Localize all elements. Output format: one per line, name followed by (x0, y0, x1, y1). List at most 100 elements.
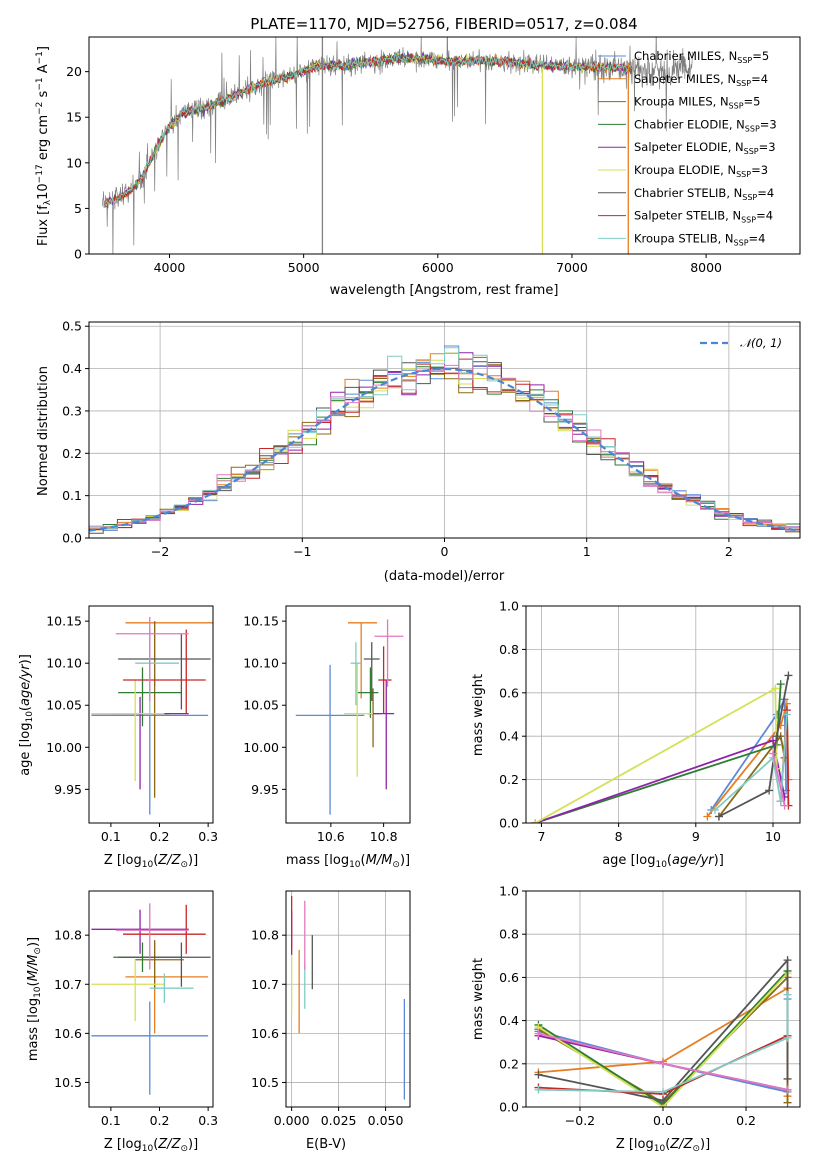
label-part: ( (18, 706, 33, 711)
label-part: 10 (33, 986, 43, 998)
x-tick-label: −1 (293, 544, 311, 559)
x-tick-label: 0.025 (321, 1113, 357, 1128)
label-part: ⊙ (692, 1144, 700, 1154)
axes-frame (88, 890, 214, 1108)
x-tick-label: 8000 (690, 260, 722, 275)
mass-vs-ebv-panel: 0.000 0.025 0.050 10.5 10.6 10.7 10.8 E(B-V) (251, 890, 411, 1152)
label-part: ⊙ (180, 1144, 188, 1154)
weight-marker-kroupa-stelib (782, 710, 791, 719)
y-tick-label: 10.5 (54, 1075, 82, 1090)
legend-name: Kroupa MILES, N (634, 95, 729, 109)
y-tick-label: 0.1 (62, 488, 82, 503)
model-line-kroupa-stelib (104, 54, 633, 207)
weight-line-chabrier-stelib (718, 675, 790, 818)
y-tick-label: 0.4 (62, 361, 82, 376)
y-tick-label: 10.8 (251, 928, 279, 943)
label-part: )] (18, 654, 33, 664)
legend-sub: SSP (742, 193, 757, 202)
spectrum-title: PLATE=1170, MJD=52756, FIBERID=0517, z=0… (250, 15, 637, 33)
label-part: M/M (26, 955, 41, 982)
axes-frame (285, 605, 411, 824)
normal-curve-line (89, 367, 800, 532)
mass-vs-Z-panel: 0.1 0.2 0.3 10.5 10.6 10.7 10.8 (54, 890, 218, 1128)
weight-marker-pink (534, 1029, 543, 1038)
label-part: 10 (25, 711, 35, 723)
legend-label-chabrier-miles: Chabrier MILES, NSSP=5 (634, 49, 769, 65)
age-mass-xlabel: mass [log10(M/M⊙)] (286, 853, 410, 870)
x-tick-label: 2 (725, 544, 733, 559)
legend-label-salpeter-miles: Salpeter MILES, NSSP=4 (634, 72, 768, 88)
label-part: ( (667, 853, 672, 868)
y-tick-label: 10.10 (46, 656, 82, 671)
legend-nssp: =5 (752, 49, 769, 63)
legend-sub: SSP (729, 102, 744, 111)
x-tick-label: 0.2 (736, 1113, 756, 1128)
ylabel-part: 10 (36, 183, 51, 200)
y-tick-label: 15 (66, 110, 82, 125)
x-tick-label: 6000 (422, 260, 454, 275)
y-tick-label: 10.8 (54, 928, 82, 943)
weight-line-kroupa-stelib (538, 994, 789, 1093)
label-part: 10 (142, 860, 154, 870)
y-tick-label: 10.00 (243, 740, 279, 755)
legend-name: Chabrier STELIB, N (634, 186, 742, 200)
spectrum-ylabel: Flux [fλ10−17 erg cm−2 s−1 A−1] (35, 46, 53, 246)
y-tick-label: 0.4 (499, 729, 519, 744)
label-part: Z [log (104, 853, 142, 868)
weight-line-kroupa-elodie (538, 972, 789, 1107)
label-part: age [log (602, 853, 655, 868)
y-tick-label: 9.95 (251, 782, 279, 797)
y-tick-label: 0.0 (62, 531, 82, 546)
weight-line-kroupa-stelib (714, 714, 788, 811)
label-part: Z/Z (669, 1137, 693, 1152)
legend-label-chabrier-stelib: Chabrier STELIB, NSSP=4 (634, 186, 774, 202)
x-tick-label: 0.050 (368, 1113, 404, 1128)
weight-marker-chabrier-stelib (783, 1074, 792, 1083)
y-tick-label: 9.95 (54, 782, 82, 797)
x-tick-label: 0.1 (101, 829, 121, 844)
legend-label-normal: 𝒩(0, 1) (740, 336, 782, 350)
legend-name: Salpeter MILES, N (634, 72, 736, 86)
y-tick-label: 0.2 (62, 446, 82, 461)
label-part: )] (400, 853, 410, 868)
y-tick-label: 10 (66, 155, 82, 170)
legend-label-kroupa-miles: Kroupa MILES, NSSP=5 (634, 95, 760, 111)
weight-marker-kroupa-elodie (771, 684, 780, 693)
age-vs-Z-panel: 0.1 0.2 0.3 9.95 10.00 10.05 10.10 10.15 (46, 605, 218, 844)
legend-nssp: =4 (749, 231, 766, 245)
label-part: 10 (654, 1144, 666, 1154)
x-tick-label: 0.2 (150, 1113, 170, 1128)
legend-name: Salpeter ELODIE, N (634, 140, 744, 154)
y-tick-label: 10.5 (251, 1075, 279, 1090)
label-part: ( (153, 853, 158, 868)
legend-label-chabrier-elodie: Chabrier ELODIE, NSSP=3 (634, 117, 777, 133)
y-tick-label: 0.0 (499, 1100, 519, 1115)
y-tick-label: 10.05 (243, 698, 279, 713)
y-tick-label: 0.3 (62, 403, 82, 418)
weight-marker-chabrier-elodie (776, 680, 785, 689)
ebv-xlabel: E(B-V) (306, 1137, 346, 1152)
y-tick-label: 10.6 (251, 1026, 279, 1041)
y-tick-label: 0.5 (62, 319, 82, 334)
legend-sub: SSP (744, 147, 759, 156)
y-tick-label: 0.8 (499, 927, 519, 942)
x-tick-label: 0.2 (150, 829, 170, 844)
label-part: )] (188, 853, 198, 868)
label-part: 10 (142, 1144, 154, 1154)
ylabel-part: Flux [f (36, 205, 51, 246)
weight-marker-chabrier-stelib (534, 1070, 543, 1079)
x-tick-label: 10.8 (370, 829, 398, 844)
y-tick-label: 10.15 (46, 614, 82, 629)
legend-nssp: =4 (756, 209, 773, 223)
y-tick-label: 0.0 (499, 816, 519, 831)
axes-frame (285, 890, 411, 1108)
legend-label-salpeter-stelib: Salpeter STELIB, NSSP=4 (634, 209, 773, 225)
errorbars (295, 619, 404, 815)
y-tick-label: 10.10 (243, 656, 279, 671)
ylabel-part: ] (36, 46, 51, 51)
weight-age-ylabel: mass weight (471, 674, 486, 756)
weight-vs-age-panel: 7 8 9 10 0.0 0.2 0.4 0.6 0.8 1.0 mass weight (471, 599, 801, 844)
x-tick-label: 5000 (288, 260, 320, 275)
spectrum-xlabel: wavelength [Angstrom, rest frame] (330, 283, 559, 298)
